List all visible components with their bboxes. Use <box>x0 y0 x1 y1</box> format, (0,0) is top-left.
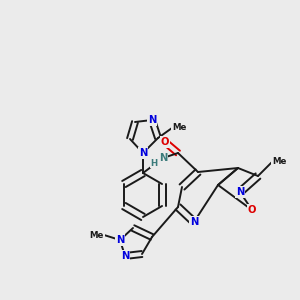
Text: Me: Me <box>90 230 104 239</box>
Text: N: N <box>159 153 167 163</box>
Text: N: N <box>139 148 147 158</box>
Text: N: N <box>190 217 198 227</box>
Text: N: N <box>121 251 129 261</box>
Text: Me: Me <box>172 124 186 133</box>
Text: N: N <box>236 187 244 197</box>
Text: O: O <box>161 137 169 147</box>
Text: Me: Me <box>272 158 286 166</box>
Text: N: N <box>148 115 156 125</box>
Text: N: N <box>116 235 124 245</box>
Text: H: H <box>150 158 158 167</box>
Text: O: O <box>248 205 256 215</box>
